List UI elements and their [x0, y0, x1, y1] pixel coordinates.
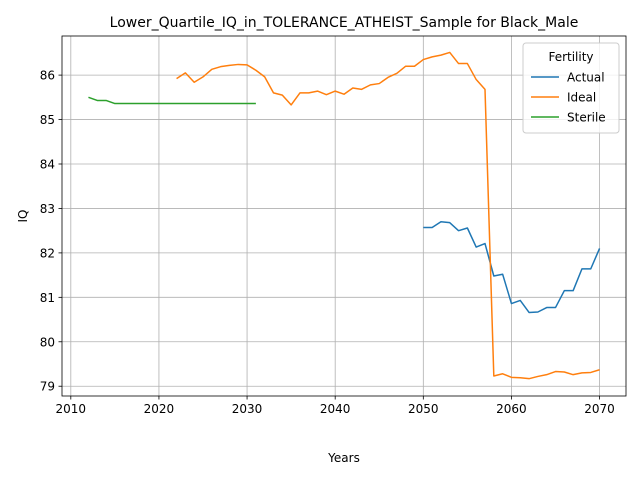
grid [62, 36, 626, 396]
y-tick-label: 81 [40, 291, 55, 305]
x-tick-label: 2070 [584, 402, 615, 416]
y-tick-label: 85 [40, 113, 55, 127]
x-tick-label: 2040 [320, 402, 351, 416]
legend-label-actual: Actual [567, 71, 605, 85]
chart-title: Lower_Quartile_IQ_in_TOLERANCE_ATHEIST_S… [110, 15, 579, 31]
y-tick-label: 86 [40, 69, 55, 83]
series-line-actual [423, 221, 601, 314]
x-tick-label: 2010 [56, 402, 87, 416]
legend: Fertility Actual Ideal Sterile [522, 42, 620, 134]
y-tick-label: 82 [40, 246, 55, 260]
x-tick-label: 2020 [144, 402, 175, 416]
x-axis-label: Years [327, 451, 360, 465]
x-tick-label: 2050 [408, 402, 439, 416]
legend-title: Fertility [548, 50, 593, 64]
x-tick-label: 2030 [232, 402, 263, 416]
y-tick-label: 80 [40, 335, 55, 349]
legend-label-sterile: Sterile [567, 111, 606, 125]
y-tick-label: 79 [40, 380, 55, 394]
plot-frame [61, 35, 627, 397]
y-axis-label: IQ [16, 210, 30, 223]
legend-box [522, 42, 620, 134]
legend-label-ideal: Ideal [567, 91, 596, 105]
x-tick-label: 2060 [496, 402, 527, 416]
y-tick-label: 84 [40, 158, 55, 172]
ticks: 2010 2020 2030 2040 2050 2060 2070 79 80 81 82 83 84… [40, 69, 615, 416]
y-tick-label: 83 [40, 202, 55, 216]
series-line-ideal [176, 51, 600, 380]
series-line-sterile [88, 96, 256, 105]
series-lines [88, 51, 601, 380]
